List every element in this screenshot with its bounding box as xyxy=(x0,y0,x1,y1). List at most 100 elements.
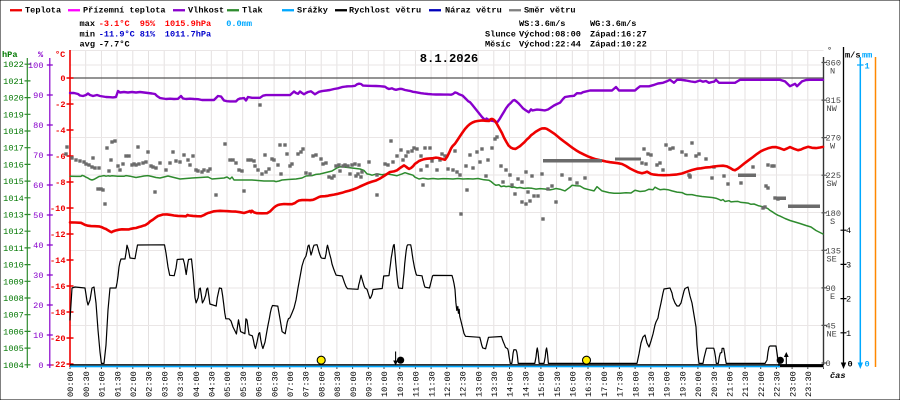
svg-text:Náraz větru: Náraz větru xyxy=(445,5,502,15)
svg-text:08:30: 08:30 xyxy=(333,371,343,397)
svg-text:-20: -20 xyxy=(50,334,65,344)
svg-text:hPa: hPa xyxy=(2,50,17,60)
svg-text:W: W xyxy=(830,142,836,152)
svg-text:Vlhkost: Vlhkost xyxy=(188,5,224,15)
svg-text:81%: 81% xyxy=(140,29,156,39)
svg-text:07:00: 07:00 xyxy=(286,371,296,397)
svg-text:01:00: 01:00 xyxy=(98,371,108,397)
svg-text:1005: 1005 xyxy=(3,344,24,354)
svg-text:0: 0 xyxy=(826,359,831,369)
svg-text:12:00: 12:00 xyxy=(443,371,453,397)
svg-text:95%: 95% xyxy=(140,19,156,29)
svg-text:1011.7hPa: 1011.7hPa xyxy=(165,29,211,39)
svg-text:70: 70 xyxy=(33,151,43,161)
svg-text:-12: -12 xyxy=(50,230,65,240)
svg-text:15:30: 15:30 xyxy=(553,371,563,397)
svg-text:11:00: 11:00 xyxy=(412,371,422,397)
svg-text:22:00: 22:00 xyxy=(757,371,767,397)
svg-text:0: 0 xyxy=(60,74,65,84)
svg-text:0.0mm: 0.0mm xyxy=(226,19,252,29)
svg-text:1006: 1006 xyxy=(3,327,24,337)
svg-text:Východ:22:44: Východ:22:44 xyxy=(519,40,581,50)
svg-text:04:00: 04:00 xyxy=(192,371,202,397)
svg-text:06:30: 06:30 xyxy=(270,371,280,397)
svg-text:45: 45 xyxy=(826,321,836,331)
svg-text:-22: -22 xyxy=(50,360,65,370)
svg-text:0: 0 xyxy=(38,361,43,371)
svg-text:00:30: 00:30 xyxy=(82,371,92,397)
svg-text:270: 270 xyxy=(826,134,841,144)
svg-text:Teplota: Teplota xyxy=(25,5,61,15)
svg-text:80: 80 xyxy=(33,121,43,131)
svg-text:23:30: 23:30 xyxy=(804,371,814,397)
svg-text:1015: 1015 xyxy=(3,177,24,187)
svg-text:11:30: 11:30 xyxy=(427,371,437,397)
svg-text:06:00: 06:00 xyxy=(255,371,265,397)
svg-text:Západ:10:22: Západ:10:22 xyxy=(590,40,647,50)
svg-text:09:00: 09:00 xyxy=(349,371,359,397)
svg-text:05:30: 05:30 xyxy=(239,371,249,397)
svg-text:1: 1 xyxy=(846,329,851,339)
svg-text:SE: SE xyxy=(827,254,837,264)
svg-text:1007: 1007 xyxy=(3,311,24,321)
svg-text:avg: avg xyxy=(80,40,95,50)
svg-text:02:30: 02:30 xyxy=(145,371,155,397)
svg-text:E: E xyxy=(830,292,835,302)
svg-text:135: 135 xyxy=(826,246,841,256)
svg-text:m/s: m/s xyxy=(845,51,860,61)
svg-text:00:00: 00:00 xyxy=(66,371,76,397)
svg-text:0: 0 xyxy=(865,360,870,370)
svg-text:max: max xyxy=(80,19,95,29)
svg-text:NW: NW xyxy=(827,104,838,114)
svg-text:3: 3 xyxy=(846,260,851,270)
svg-text:-10: -10 xyxy=(50,204,65,214)
svg-text:23:00: 23:00 xyxy=(788,371,798,397)
svg-text:19:30: 19:30 xyxy=(678,371,688,397)
svg-text:-4: -4 xyxy=(55,126,65,136)
svg-text:100: 100 xyxy=(28,61,43,71)
svg-text:°C: °C xyxy=(55,50,65,60)
svg-text:Přízemní teplota: Přízemní teplota xyxy=(83,5,166,15)
svg-text:Slunce: Slunce xyxy=(485,29,516,39)
svg-text:WG:3.6m/s: WG:3.6m/s xyxy=(590,19,636,29)
svg-text:NE: NE xyxy=(827,329,837,339)
svg-text:20:00: 20:00 xyxy=(694,371,704,397)
svg-text:-8: -8 xyxy=(55,178,65,188)
svg-text:17:00: 17:00 xyxy=(600,371,610,397)
svg-text:14:30: 14:30 xyxy=(521,371,531,397)
svg-text:-18: -18 xyxy=(50,308,65,318)
svg-text:Západ:16:27: Západ:16:27 xyxy=(590,29,647,39)
svg-text:10:30: 10:30 xyxy=(396,371,406,397)
svg-text:50: 50 xyxy=(33,211,43,221)
svg-text:20: 20 xyxy=(33,301,43,311)
svg-text:10:00: 10:00 xyxy=(380,371,390,397)
svg-text:1011: 1011 xyxy=(3,244,24,254)
svg-text:360: 360 xyxy=(826,59,841,69)
svg-text:°: ° xyxy=(827,46,832,56)
svg-text:12:30: 12:30 xyxy=(459,371,469,397)
svg-text:1019: 1019 xyxy=(3,110,24,120)
svg-text:Rychlost větru: Rychlost větru xyxy=(349,5,421,15)
svg-text:16:30: 16:30 xyxy=(584,371,594,397)
svg-text:09:30: 09:30 xyxy=(365,371,375,397)
svg-text:225: 225 xyxy=(826,171,841,181)
svg-text:90: 90 xyxy=(33,91,43,101)
svg-text:-7.7°C: -7.7°C xyxy=(99,40,130,50)
svg-text:30: 30 xyxy=(33,271,43,281)
svg-text:03:00: 03:00 xyxy=(160,371,170,397)
svg-text:-11.9°C: -11.9°C xyxy=(99,29,135,39)
svg-text:14:00: 14:00 xyxy=(506,371,516,397)
svg-text:1008: 1008 xyxy=(3,294,24,304)
svg-text:%: % xyxy=(38,50,44,60)
svg-text:1014: 1014 xyxy=(3,194,24,204)
svg-text:WS:3.6m/s: WS:3.6m/s xyxy=(519,19,565,29)
svg-text:15:00: 15:00 xyxy=(537,371,547,397)
svg-text:40: 40 xyxy=(33,241,43,251)
svg-text:1: 1 xyxy=(865,62,870,72)
svg-text:Měsíc: Měsíc xyxy=(485,40,511,50)
svg-text:04:30: 04:30 xyxy=(208,371,218,397)
svg-text:-14: -14 xyxy=(50,256,65,266)
svg-text:90: 90 xyxy=(826,284,836,294)
svg-text:8.1.2026: 8.1.2026 xyxy=(420,52,479,66)
svg-text:19:00: 19:00 xyxy=(663,371,673,397)
